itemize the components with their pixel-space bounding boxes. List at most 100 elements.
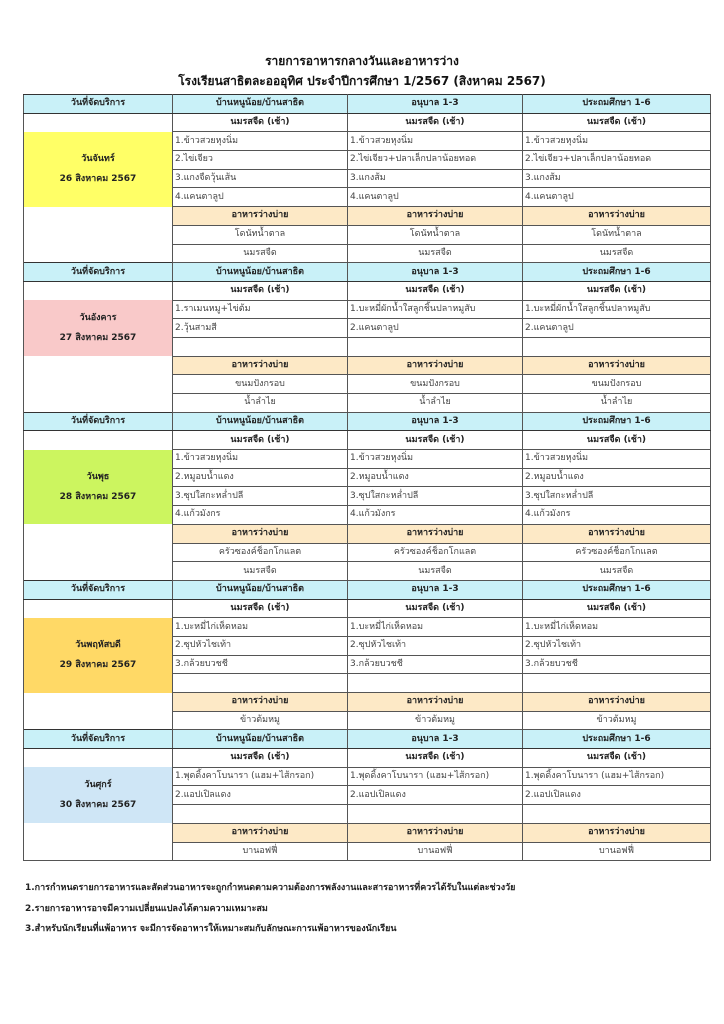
snack-row: นมรสจืด นมรสจืด นมรสจืด (23, 243, 711, 264)
milk-row: นมรสจืด (เช้า) นมรสจืด (เช้า) นมรสจืด (เช้… (23, 280, 711, 301)
day-cell: วันจันทร์ 26 สิงหาคม 2567 (23, 131, 173, 207)
snack-label: อาหารว่างบ่าย (522, 355, 711, 376)
menu-item: 1.ข้าวสวยหุงนิ่ม (347, 449, 523, 469)
menu-item-row: วันจันทร์ 26 สิงหาคม 2567 1.ข้าวสวยหุงนิ่ม… (23, 131, 711, 207)
menu-item: 2.หมูอบน้ำแดง (522, 467, 711, 488)
menu-item: 1.บะหมี่ไก่เห็ดหอม (522, 617, 711, 637)
milk-label: นมรสจืด (เช้า) (522, 598, 711, 619)
milk-label: นมรสจืด (เช้า) (522, 112, 711, 133)
menu-item-row: 2.แอปเปิลแดง 2.แอปเปิลแดง 2.แอปเปิลแดง (24, 785, 711, 806)
milk-label: นมรสจืด (เช้า) (347, 598, 523, 619)
milk-label: นมรสจืด (เช้า) (172, 748, 348, 768)
snack-item: นมรสจืด (522, 243, 711, 264)
menu-item: 2.ไข่เจียว+ปลาเล็กปลาน้อยทอด (347, 150, 523, 170)
snack-row: ขนมปังกรอบ ขนมปังกรอบ ขนมปังกรอบ (23, 374, 711, 394)
snack-label: อาหารว่างบ่าย (172, 822, 348, 843)
day-date: 27 สิงหาคม 2567 (59, 333, 137, 344)
day-name: วันพฤหัสบดี (75, 640, 121, 651)
menu-item: 2.ซุปหัวไชเท้า (347, 635, 523, 656)
milk-label: นมรสจืด (เช้า) (522, 430, 711, 451)
level-column-header: อนุบาล 1-3 (347, 94, 523, 114)
menu-table: วันที่จัดบริการ บ้านหนูน้อย/บ้านสาธิต อนุบ… (23, 94, 711, 862)
menu-item (172, 673, 348, 693)
menu-item-row: วันพฤหัสบดี 29 สิงหาคม 2567 1.บะหมี่ไก่เห็… (23, 617, 711, 693)
menu-item: 1.ราเมนหมู+ไข่ต้ม (172, 299, 348, 320)
menu-item: 4.แก้วมังกร (522, 505, 711, 525)
menu-item: 1.พุดดิ้งคาโบนารา (แฮม+ไส้กรอก) (522, 766, 711, 787)
menu-item: 4.แคนตาลูป (347, 187, 523, 208)
header-row: วันที่จัดบริการ บ้านหนูน้อย/บ้านสาธิต อนุบ… (23, 262, 711, 282)
menu-item: 3.กล้วยบวชชี (522, 654, 711, 675)
date-cell-blank (23, 561, 173, 581)
note-2: 2.รายการอาหารอาจมีความเปลี่ยนแปลงได้ตามค… (25, 903, 268, 914)
snack-row: น้ำลำไย น้ำลำไย น้ำลำไย (23, 393, 711, 413)
snack-label: อาหารว่างบ่าย (172, 206, 348, 226)
snack-label: อาหารว่างบ่าย (172, 692, 348, 712)
date-cell-blank (23, 543, 173, 562)
day-cell: วันพุธ 28 สิงหาคม 2567 (23, 449, 173, 525)
snack-item: ข้าวต้มหมู (522, 710, 711, 731)
milk-label: นมรสจืด (เช้า) (172, 598, 348, 619)
level-column-header: บ้านหนูน้อย/บ้านสาธิต (172, 579, 348, 600)
snack-item: น้ำลำไย (522, 393, 711, 413)
snack-item: ข้าวต้มหมู (347, 710, 523, 731)
snack-row: บานอฟฟี่ บานอฟฟี่ บานอฟฟี่ (23, 841, 711, 862)
day-name: วันจันทร์ (81, 154, 115, 165)
snack-item: นมรสจืด (172, 561, 348, 581)
day-name: วันอังคาร (79, 313, 117, 324)
milk-row: นมรสจืด (เช้า) นมรสจืด (เช้า) นมรสจืด (เช้… (23, 748, 711, 768)
snack-header-row: อาหารว่างบ่าย อาหารว่างบ่าย อาหารว่างบ่าย (23, 355, 711, 376)
snack-item: ครัวซองค์ช็อกโกแลต (347, 542, 523, 563)
level-column-header: อนุบาล 1-3 (347, 411, 523, 432)
menu-item-row: 2.หมูอบน้ำแดง 2.หมูอบน้ำแดง 2.หมูอบน้ำแดง (24, 467, 711, 488)
day-name: วันศุกร์ (84, 780, 112, 791)
date-column-header: วันที่จัดบริการ (23, 579, 173, 600)
snack-label: อาหารว่างบ่าย (347, 355, 523, 376)
document-subtitle: โรงเรียนสาธิตละอออุทิศ ประจำปีการศึกษา 1… (178, 74, 546, 88)
date-cell-blank (23, 524, 173, 543)
menu-item: 2.หมูอบน้ำแดง (347, 467, 523, 488)
snack-item: โดนัทน้ำตาล (172, 224, 348, 245)
level-column-header: ประถมศึกษา 1-6 (522, 579, 711, 600)
menu-item (522, 804, 711, 824)
document-title: รายการอาหารกลางวันและอาหารว่าง (265, 54, 459, 68)
menu-item (347, 804, 523, 824)
menu-item: 2.แอปเปิลแดง (172, 785, 348, 806)
snack-label: อาหารว่างบ่าย (347, 692, 523, 712)
snack-item: ขนมปังกรอบ (522, 374, 711, 394)
menu-item: 4.แคนตาลูป (172, 187, 348, 208)
level-column-header: บ้านหนูน้อย/บ้านสาธิต (172, 411, 348, 432)
menu-item: 3.แกงส้ม (522, 168, 711, 189)
header-row: วันที่จัดบริการ บ้านหนูน้อย/บ้านสาธิต อนุบ… (23, 579, 711, 600)
date-cell-blank (23, 356, 173, 375)
snack-item: น้ำลำไย (347, 393, 523, 413)
snack-row: ข้าวต้มหมู ข้าวต้มหมู ข้าวต้มหมู (23, 710, 711, 731)
snack-label: อาหารว่างบ่าย (347, 523, 523, 544)
snack-row: นมรสจืด นมรสจืด นมรสจืด (23, 561, 711, 581)
menu-item: 3.ซุปใสกะหล่ำปลี (522, 486, 711, 507)
date-column-header: วันที่จัดบริการ (23, 262, 173, 282)
menu-item: 1.ข้าวสวยหุงนิ่ม (172, 131, 348, 152)
level-column-header: บ้านหนูน้อย/บ้านสาธิต (172, 262, 348, 282)
date-cell-blank (23, 206, 173, 226)
menu-item: 1.บะหมี่ผักน้ำใสลูกชิ้นปลาหมูสับ (522, 299, 711, 320)
menu-item-row: 3.กล้วยบวชชี 3.กล้วยบวชชี 3.กล้วยบวชชี (24, 654, 711, 675)
menu-item: 4.แก้วมังกร (347, 505, 523, 525)
date-column-header: วันที่จัดบริการ (23, 411, 173, 432)
snack-item: ข้าวต้มหมู (172, 710, 348, 731)
menu-item: 2.แอปเปิลแดง (347, 785, 523, 806)
level-column-header: อนุบาล 1-3 (347, 579, 523, 600)
milk-label: นมรสจืด (เช้า) (172, 280, 348, 301)
level-column-header: บ้านหนูน้อย/บ้านสาธิต (172, 94, 348, 114)
menu-item-row: 4.แก้วมังกร 4.แก้วมังกร 4.แก้วมังกร (24, 505, 711, 525)
day-date: 29 สิงหาคม 2567 (59, 660, 137, 671)
day-date: 30 สิงหาคม 2567 (59, 800, 137, 811)
snack-item: บานอฟฟี่ (522, 841, 711, 862)
menu-item: 1.บะหมี่ผักน้ำใสลูกชิ้นปลาหมูสับ (347, 299, 523, 320)
menu-item: 2.หมูอบน้ำแดง (172, 467, 348, 488)
menu-item (522, 673, 711, 693)
date-cell-blank (23, 692, 173, 712)
snack-label: อาหารว่างบ่าย (347, 206, 523, 226)
menu-item: 1.บะหมี่ไก่เห็ดหอม (172, 617, 348, 637)
date-cell-blank (23, 823, 173, 842)
